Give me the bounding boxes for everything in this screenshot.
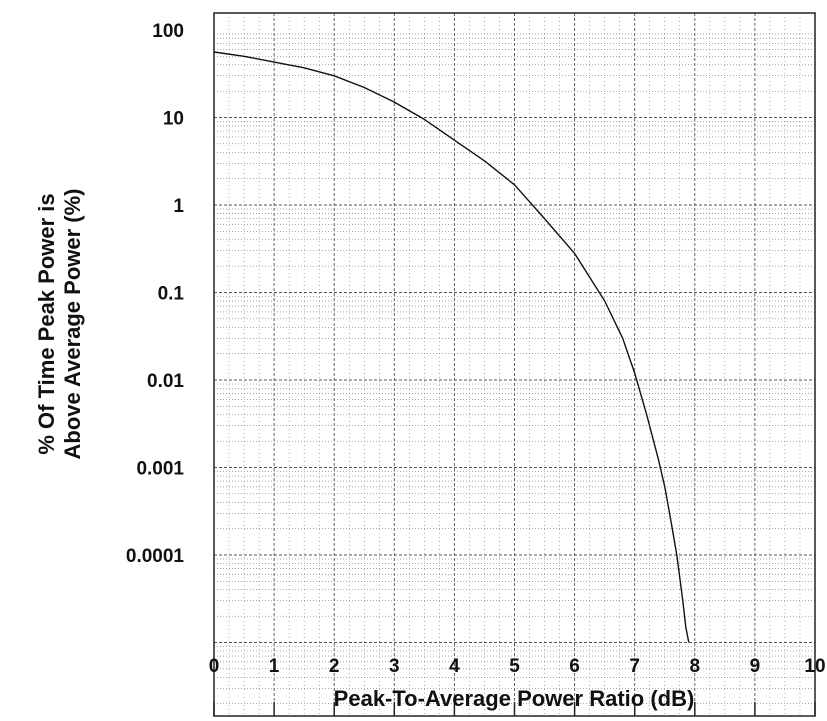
x-tick-label: 7	[629, 656, 640, 677]
x-tick-label: 6	[569, 656, 580, 677]
y-tick-label: 0.001	[136, 459, 184, 480]
y-tick-label: 1	[173, 196, 184, 217]
x-tick-label: 3	[389, 656, 400, 677]
grid	[213, 13, 816, 716]
x-tick-label: 4	[449, 656, 460, 677]
x-tick-label: 10	[804, 656, 825, 677]
x-tick-label: 5	[509, 656, 520, 677]
x-tick-label: 2	[329, 656, 340, 677]
y-tick-label: 10	[163, 109, 184, 130]
y-tick-label: 0.1	[158, 284, 185, 305]
y-tick-label: 100	[152, 21, 184, 42]
y-tick-label: 0.0001	[126, 546, 185, 567]
x-axis-ticks: 0 1 2 3 4 5 6 7 8 9 10	[209, 656, 826, 716]
x-tick-label: 8	[690, 656, 701, 677]
series-layer	[213, 51, 690, 643]
x-axis-title: Peak-To-Average Power Ratio (dB)	[334, 686, 695, 711]
series-line	[213, 51, 690, 643]
y-axis-title-line-1: % Of Time Peak Power is	[34, 193, 59, 454]
x-tick-label: 1	[269, 656, 280, 677]
y-axis-ticks: 100 10 1 0.1 0.01 0.001 0.0001	[126, 21, 185, 567]
x-tick-label: 0	[209, 656, 220, 677]
y-tick-label: 0.01	[147, 371, 184, 392]
y-axis-title-line-2: Above Average Power (%)	[60, 188, 85, 459]
x-tick-label: 9	[750, 656, 761, 677]
